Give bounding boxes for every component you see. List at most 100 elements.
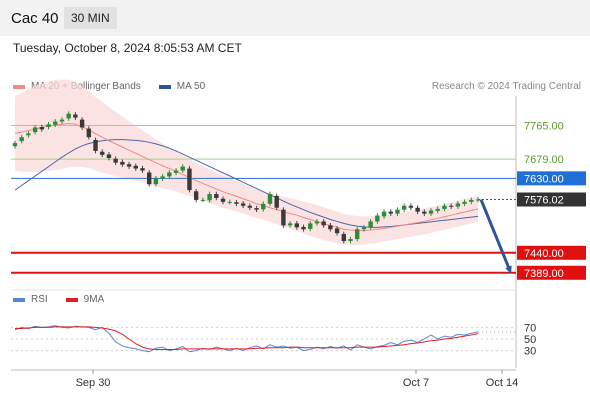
- candle-body: [435, 208, 440, 211]
- rsi-legend: RSI 9MA: [13, 294, 122, 305]
- main-legend: MA 20 + Bollinger Bands MA 50: [13, 81, 223, 92]
- candle-body: [254, 208, 259, 210]
- candle-body: [281, 209, 286, 226]
- x-axis-tick-label: Oct 14: [486, 377, 518, 389]
- candle-body: [187, 168, 192, 191]
- level-label: 7440.00: [524, 248, 564, 260]
- candle-body: [160, 176, 165, 179]
- legend-label: MA 50: [176, 81, 206, 92]
- instrument-title: Cac 40: [11, 10, 59, 27]
- candle-body: [442, 205, 447, 209]
- interval-button[interactable]: 30 MIN: [64, 7, 117, 29]
- candle-body: [321, 221, 326, 226]
- legend-label: RSI: [31, 294, 48, 305]
- candle-body: [66, 113, 71, 119]
- candle-body: [334, 228, 340, 234]
- candle-body: [39, 127, 45, 130]
- legend-swatch: [13, 84, 25, 89]
- candle-body: [274, 195, 279, 208]
- candle-body: [267, 194, 273, 204]
- candle-body: [46, 124, 51, 128]
- rsi-tick-label: 70: [524, 322, 536, 334]
- candle-body: [301, 226, 306, 230]
- candle-body: [113, 158, 118, 163]
- legend-item-ma50: MA 50: [158, 81, 206, 92]
- candle-body: [220, 198, 226, 202]
- candle-body: [207, 194, 212, 201]
- candle-body: [247, 205, 253, 208]
- candle-body: [308, 223, 313, 229]
- candle-body: [126, 164, 132, 167]
- candle-body: [19, 137, 24, 142]
- candle-body: [100, 151, 105, 155]
- candle-body: [227, 201, 232, 203]
- candle-body: [59, 119, 65, 122]
- candle-body: [53, 121, 58, 125]
- candle-body: [422, 211, 427, 214]
- candle-body: [401, 205, 407, 210]
- legend-label: 9MA: [83, 294, 105, 305]
- candle-body: [294, 223, 300, 228]
- projection-arrow-shaft: [479, 198, 512, 272]
- projection-arrow-head: [505, 265, 512, 274]
- level-label: 7679.00: [524, 154, 564, 166]
- candle-body: [314, 221, 320, 224]
- candle-body: [32, 127, 38, 133]
- level-label: 7630.00: [524, 173, 564, 185]
- candle-body: [475, 199, 481, 201]
- candle-body: [147, 172, 152, 185]
- candle-body: [133, 165, 138, 169]
- candle-body: [381, 211, 387, 217]
- candle-body: [388, 211, 393, 214]
- x-axis-tick-label: Sep 30: [76, 377, 111, 389]
- candle-body: [173, 170, 179, 173]
- candle-body: [234, 202, 239, 204]
- candle-body: [375, 215, 380, 222]
- legend-swatch: [65, 297, 78, 302]
- candle-body: [462, 201, 467, 204]
- candle-body: [408, 205, 414, 208]
- chart-datetime: Tuesday, October 8, 2024 8:05:53 AM CET: [13, 41, 242, 55]
- candle-body: [214, 194, 219, 198]
- rsi-tick-label: 30: [524, 346, 536, 358]
- candle-body: [428, 210, 434, 214]
- candle-body: [415, 207, 420, 212]
- legend-item-ma20: MA 20 + Bollinger Bands: [13, 81, 141, 92]
- candle-body: [153, 178, 159, 185]
- header-bar: Cac 40 30 MIN: [0, 0, 590, 36]
- candle-body: [106, 154, 112, 158]
- level-label-box: [517, 245, 586, 260]
- level-label: 7765.00: [524, 120, 564, 132]
- candle-body: [73, 114, 78, 118]
- candle-body: [167, 172, 172, 177]
- candle-body: [240, 203, 246, 206]
- candle-body: [469, 199, 474, 202]
- research-credit: Research © 2024 Trading Central: [431, 81, 581, 92]
- candle-body: [455, 203, 461, 207]
- candle-body: [395, 209, 400, 214]
- legend-item-rsi: RSI: [13, 294, 48, 305]
- candle-body: [79, 119, 85, 128]
- candle-body: [193, 191, 199, 200]
- level-label-box: [517, 192, 586, 207]
- legend-swatch: [13, 297, 25, 302]
- legend-swatch: [158, 84, 171, 89]
- candle-body: [355, 229, 360, 240]
- level-label: 7576.02: [524, 194, 564, 206]
- rsi-9ma-line: [15, 326, 479, 350]
- candle-body: [26, 133, 31, 136]
- candle-body: [368, 221, 373, 228]
- candle-body: [287, 223, 293, 226]
- ma20-line: [14, 123, 479, 231]
- candle-body: [341, 233, 346, 242]
- candle-body: [140, 168, 145, 171]
- candle-body: [328, 225, 333, 230]
- candle-body: [86, 128, 92, 138]
- level-label-box: [517, 265, 586, 280]
- candle-body: [200, 199, 206, 201]
- candles: [12, 111, 481, 244]
- candle-body: [261, 203, 266, 210]
- rsi-tick-label: 50: [524, 334, 536, 346]
- candle-body: [448, 205, 454, 207]
